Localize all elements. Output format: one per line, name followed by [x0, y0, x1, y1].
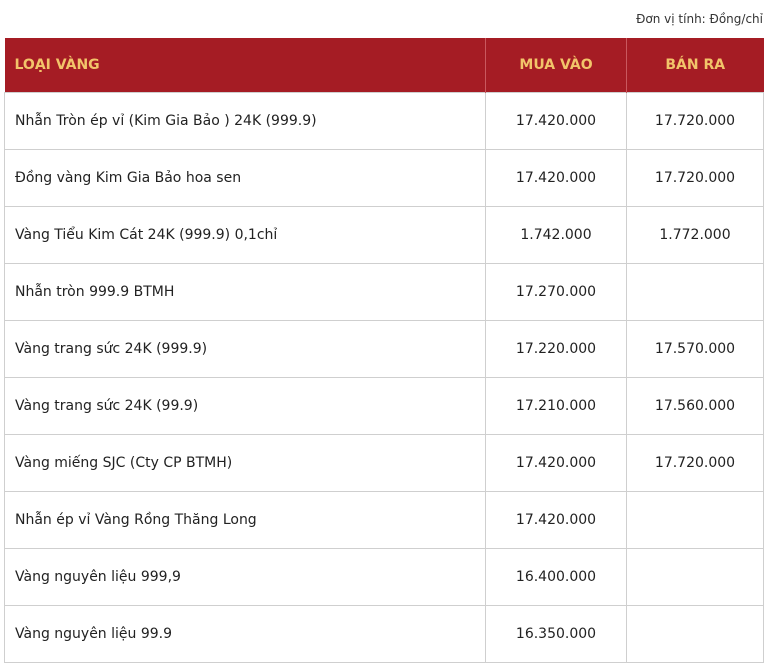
gold-type: Nhẫn Tròn ép vỉ (Kim Gia Bảo ) 24K (999.… [4, 92, 486, 150]
sell-price: 17.720.000 [626, 434, 764, 492]
gold-type: Vàng miếng SJC (Cty CP BTMH) [4, 434, 486, 492]
buy-price: 17.420.000 [485, 491, 627, 549]
table-row: Vàng miếng SJC (Cty CP BTMH) 17.420.000 17… [4, 434, 764, 492]
sell-price: 17.560.000 [626, 377, 764, 435]
buy-price: 17.210.000 [485, 377, 627, 435]
buy-price: 17.420.000 [485, 434, 627, 492]
buy-price: 1.742.000 [485, 206, 627, 264]
buy-price: 17.420.000 [485, 149, 627, 207]
column-header: MUA VÀO [485, 38, 627, 93]
table-row: Nhẫn ép vỉ Vàng Rồng Thăng Long 17.420.00… [4, 491, 764, 549]
gold-type: Vàng nguyên liệu 99.9 [4, 605, 486, 663]
gold-type: Nhẫn ép vỉ Vàng Rồng Thăng Long [4, 491, 486, 549]
sell-price [626, 263, 764, 321]
gold-price-table: LOẠI VÀNG MUA VÀO BÁN RA Nhẫn Tròn ép vỉ (… [4, 38, 764, 663]
gold-type: Đồng vàng Kim Gia Bảo hoa sen [4, 149, 486, 207]
table-row: Vàng Tiểu Kim Cát 24K (999.9) 0,1chỉ 1.74… [4, 206, 764, 264]
sell-price [626, 605, 764, 663]
table-row: Vàng nguyên liệu 999,9 16.400.000 [4, 548, 764, 606]
sell-price: 17.720.000 [626, 149, 764, 207]
table-row: Đồng vàng Kim Gia Bảo hoa sen 17.420.000 1… [4, 149, 764, 207]
table-row: Vàng nguyên liệu 99.9 16.350.000 [4, 605, 764, 663]
buy-price: 17.220.000 [485, 320, 627, 378]
buy-price: 17.420.000 [485, 92, 627, 150]
buy-price: 16.400.000 [485, 548, 627, 606]
table-row: Vàng trang sức 24K (99.9) 17.210.000 17.56… [4, 377, 764, 435]
sell-price [626, 548, 764, 606]
gold-type: Vàng nguyên liệu 999,9 [4, 548, 486, 606]
gold-type: Vàng trang sức 24K (99.9) [4, 377, 486, 435]
table-row: Nhẫn tròn 999.9 BTMH 17.270.000 [4, 263, 764, 321]
unit-note: Đơn vị tính: Đồng/chỉ [636, 12, 763, 26]
gold-type: Vàng Tiểu Kim Cát 24K (999.9) 0,1chỉ [4, 206, 486, 264]
gold-type: Nhẫn tròn 999.9 BTMH [4, 263, 486, 321]
table-row: Nhẫn Tròn ép vỉ (Kim Gia Bảo ) 24K (999.… [4, 92, 764, 150]
buy-price: 17.270.000 [485, 263, 627, 321]
header-row: LOẠI VÀNG MUA VÀO BÁN RA [4, 38, 764, 93]
buy-price: 16.350.000 [485, 605, 627, 663]
sell-price [626, 491, 764, 549]
sell-price: 17.570.000 [626, 320, 764, 378]
table-body: Nhẫn Tròn ép vỉ (Kim Gia Bảo ) 24K (999.… [4, 92, 764, 663]
sell-price: 1.772.000 [626, 206, 764, 264]
column-header: BÁN RA [626, 38, 764, 93]
table-row: Vàng trang sức 24K (999.9) 17.220.000 17.5… [4, 320, 764, 378]
gold-type: Vàng trang sức 24K (999.9) [4, 320, 486, 378]
column-header: LOẠI VÀNG [4, 38, 486, 93]
sell-price: 17.720.000 [626, 92, 764, 150]
